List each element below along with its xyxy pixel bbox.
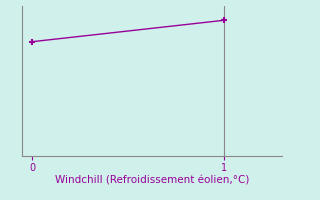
X-axis label: Windchill (Refroidissement éolien,°C): Windchill (Refroidissement éolien,°C) [55,176,249,186]
